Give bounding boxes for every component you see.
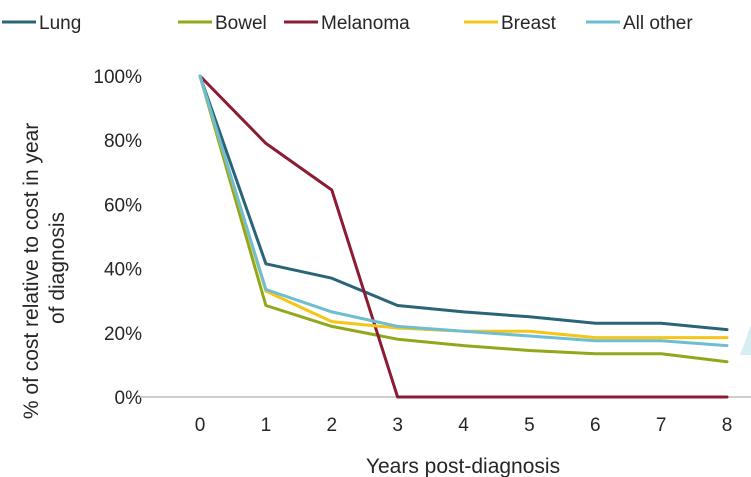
series-line-bowel bbox=[198, 74, 729, 364]
x-tick-label: 2 bbox=[326, 415, 337, 436]
x-tick-label: 3 bbox=[392, 415, 403, 436]
legend-label: All other bbox=[623, 13, 693, 34]
x-tick-label: 1 bbox=[261, 415, 272, 436]
y-axis-title-line-2: of diagnosis bbox=[46, 212, 69, 324]
y-axis-title: % of cost relative to cost in year of di… bbox=[20, 117, 69, 419]
x-tick-label: 5 bbox=[524, 415, 535, 436]
legend-label: Bowel bbox=[215, 13, 267, 34]
x-tick-label: 0 bbox=[195, 415, 206, 436]
x-axis-title: Years post-diagnosis bbox=[366, 455, 560, 477]
y-tick-label: 60% bbox=[104, 195, 142, 216]
y-tick-label: 0% bbox=[115, 388, 143, 409]
series-line-breast bbox=[198, 74, 729, 340]
decorative-shape bbox=[740, 325, 751, 355]
x-tick-label: 6 bbox=[590, 415, 601, 436]
y-tick-label: 20% bbox=[104, 324, 142, 345]
legend-label: Melanoma bbox=[321, 13, 410, 34]
y-tick-label: 80% bbox=[104, 131, 142, 152]
y-axis: 0% 20% 40% 60% 80% 100% bbox=[93, 67, 142, 409]
x-tick-label: 8 bbox=[722, 415, 733, 436]
y-axis-title-line-1: % of cost relative to cost in year bbox=[20, 123, 43, 419]
series-layer bbox=[198, 74, 729, 399]
decorative-wedge bbox=[740, 325, 751, 355]
series-line-melanoma bbox=[198, 74, 729, 399]
series-line-all-other bbox=[198, 74, 729, 348]
legend: Lung Bowel Melanoma Breast All other bbox=[2, 13, 693, 34]
x-axis: 0 1 2 3 4 5 6 7 8 bbox=[140, 396, 751, 436]
series-line-lung bbox=[198, 74, 729, 332]
x-tick-label: 4 bbox=[458, 415, 469, 436]
legend-label: Lung bbox=[39, 13, 81, 34]
legend-label: Breast bbox=[501, 13, 557, 34]
y-tick-label: 100% bbox=[93, 67, 142, 88]
y-tick-label: 40% bbox=[104, 260, 142, 281]
x-tick-label: 7 bbox=[656, 415, 667, 436]
